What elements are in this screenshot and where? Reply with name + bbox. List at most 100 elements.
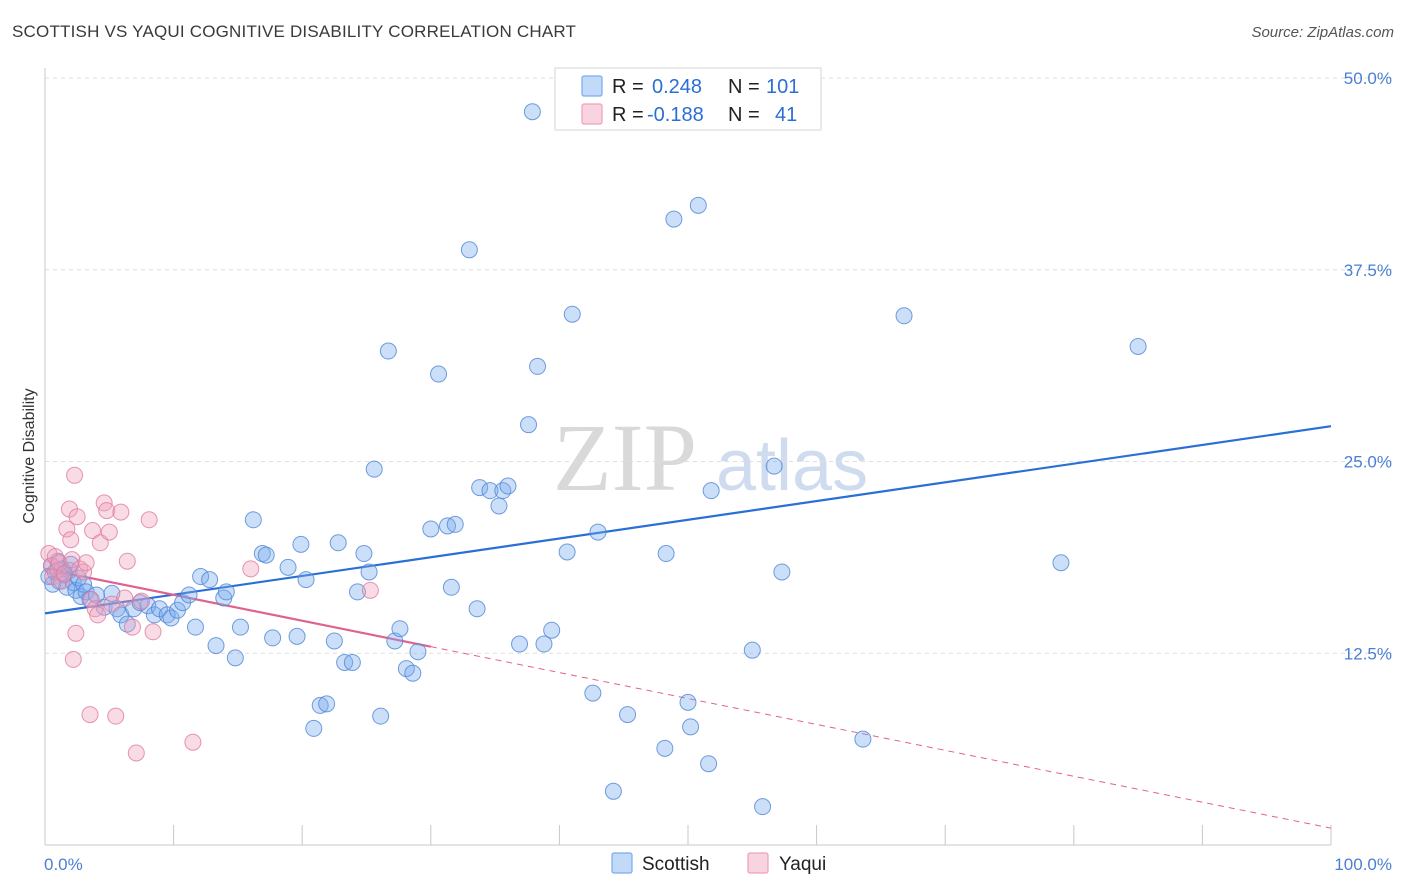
grid-lines	[45, 77, 1392, 654]
point-yaqui-31	[116, 589, 134, 607]
point-scottish-36	[201, 571, 219, 589]
legend-swatch-scottish	[581, 75, 603, 97]
point-scottish-75	[471, 479, 489, 497]
point-scottish-72	[446, 515, 464, 533]
x-tick-label-min: 0.0%	[44, 855, 83, 874]
point-scottish-82	[523, 103, 541, 121]
point-scottish-51	[311, 696, 329, 714]
point-scottish-80	[511, 635, 529, 653]
point-yaqui-32	[118, 552, 136, 570]
point-scottish-74	[468, 600, 486, 618]
point-scottish-93	[657, 545, 675, 563]
point-yaqui-8	[58, 520, 76, 538]
point-yaqui-26	[98, 502, 116, 520]
point-yaqui-36	[140, 511, 158, 529]
point-yaqui-34	[127, 744, 145, 762]
point-scottish-105	[895, 307, 913, 325]
point-scottish-95	[679, 693, 697, 711]
point-yaqui-21	[84, 522, 102, 540]
point-scottish-42	[244, 511, 262, 529]
trend-line-yaqui-solid	[44, 567, 432, 648]
source-label: Source: ZipAtlas.com	[1251, 24, 1394, 41]
point-scottish-56	[343, 653, 361, 671]
point-yaqui-7	[55, 564, 73, 582]
point-scottish-83	[529, 357, 547, 375]
point-scottish-76	[481, 482, 499, 500]
point-yaqui-10	[62, 531, 80, 549]
point-yaqui-38	[184, 733, 202, 751]
point-yaqui-19	[81, 706, 99, 724]
point-scottish-66	[404, 664, 422, 682]
point-scottish-107	[1129, 337, 1147, 355]
point-scottish-39	[217, 583, 235, 601]
watermark-atlas: atlas	[716, 426, 868, 506]
point-scottish-78	[494, 482, 512, 500]
point-scottish-44	[257, 546, 275, 564]
point-scottish-87	[563, 305, 581, 323]
point-scottish-92	[656, 739, 674, 757]
legend-swatch-yaqui	[581, 103, 603, 125]
point-scottish-50	[305, 719, 323, 737]
point-scottish-52	[318, 695, 336, 713]
point-scottish-85	[543, 621, 561, 639]
point-scottish-53	[325, 632, 343, 650]
point-yaqui-5	[50, 554, 68, 572]
point-scottish-77	[490, 497, 508, 515]
y-tick-label-2: 37.5%	[1344, 261, 1392, 280]
point-scottish-71	[442, 578, 460, 596]
y-tick-labels: 12.5% 25.0% 37.5% 50.0%	[1344, 69, 1392, 663]
point-yaqui-13	[67, 624, 85, 642]
point-yaqui-20	[82, 591, 100, 609]
point-scottish-88	[584, 684, 602, 702]
legend-r-label-scottish: R =	[612, 76, 644, 98]
point-scottish-41	[231, 618, 249, 636]
point-yaqui-33	[123, 618, 141, 636]
point-scottish-100	[743, 641, 761, 659]
point-scottish-79	[499, 477, 517, 495]
point-yaqui-37	[144, 623, 162, 641]
point-scottish-69	[430, 365, 448, 383]
point-scottish-86	[558, 543, 576, 561]
point-yaqui-40	[361, 581, 379, 599]
y-tick-label-3: 50.0%	[1344, 69, 1392, 88]
point-scottish-84	[535, 635, 553, 653]
point-scottish-47	[288, 627, 306, 645]
bottom-legend-swatch-scottish	[611, 852, 633, 874]
data-points	[40, 103, 1147, 816]
point-scottish-101	[754, 798, 772, 816]
point-yaqui-14	[64, 650, 82, 668]
point-scottish-35	[192, 568, 210, 586]
trend-lines	[44, 425, 1332, 829]
point-scottish-89	[589, 523, 607, 541]
point-scottish-48	[292, 535, 310, 553]
chart-title: SCOTTISH VS YAQUI COGNITIVE DISABILITY C…	[12, 22, 577, 41]
point-scottish-91	[619, 706, 637, 724]
bottom-legend-label-yaqui: Yaqui	[779, 854, 826, 875]
point-scottish-57	[348, 583, 366, 601]
stats-legend: R = 0.248 N = 101 R = -0.188 N = 41	[554, 67, 822, 131]
point-scottish-61	[372, 707, 390, 725]
point-yaqui-39	[242, 560, 260, 578]
point-yaqui-35	[132, 592, 150, 610]
point-scottish-68	[422, 520, 440, 538]
point-scottish-34	[186, 618, 204, 636]
point-scottish-62	[379, 342, 397, 360]
point-scottish-45	[264, 629, 282, 647]
point-scottish-49	[297, 571, 315, 589]
legend-n-value-scottish: 101	[766, 76, 799, 98]
y-tick-label-0: 12.5%	[1344, 644, 1392, 663]
bottom-legend-label-scottish: Scottish	[642, 854, 710, 875]
watermark-zip: ZIP	[553, 404, 697, 511]
point-yaqui-30	[112, 503, 130, 521]
point-scottish-102	[765, 457, 783, 475]
legend-n-label-scottish: N =	[728, 76, 760, 98]
x-ticks	[44, 825, 1332, 845]
point-yaqui-27	[100, 523, 118, 541]
point-scottish-59	[360, 563, 378, 581]
point-scottish-64	[391, 620, 409, 638]
stats-legend-box	[554, 67, 822, 131]
point-scottish-33	[180, 586, 198, 604]
point-scottish-104	[854, 730, 872, 748]
legend-r-value-yaqui: -0.188	[647, 104, 704, 126]
